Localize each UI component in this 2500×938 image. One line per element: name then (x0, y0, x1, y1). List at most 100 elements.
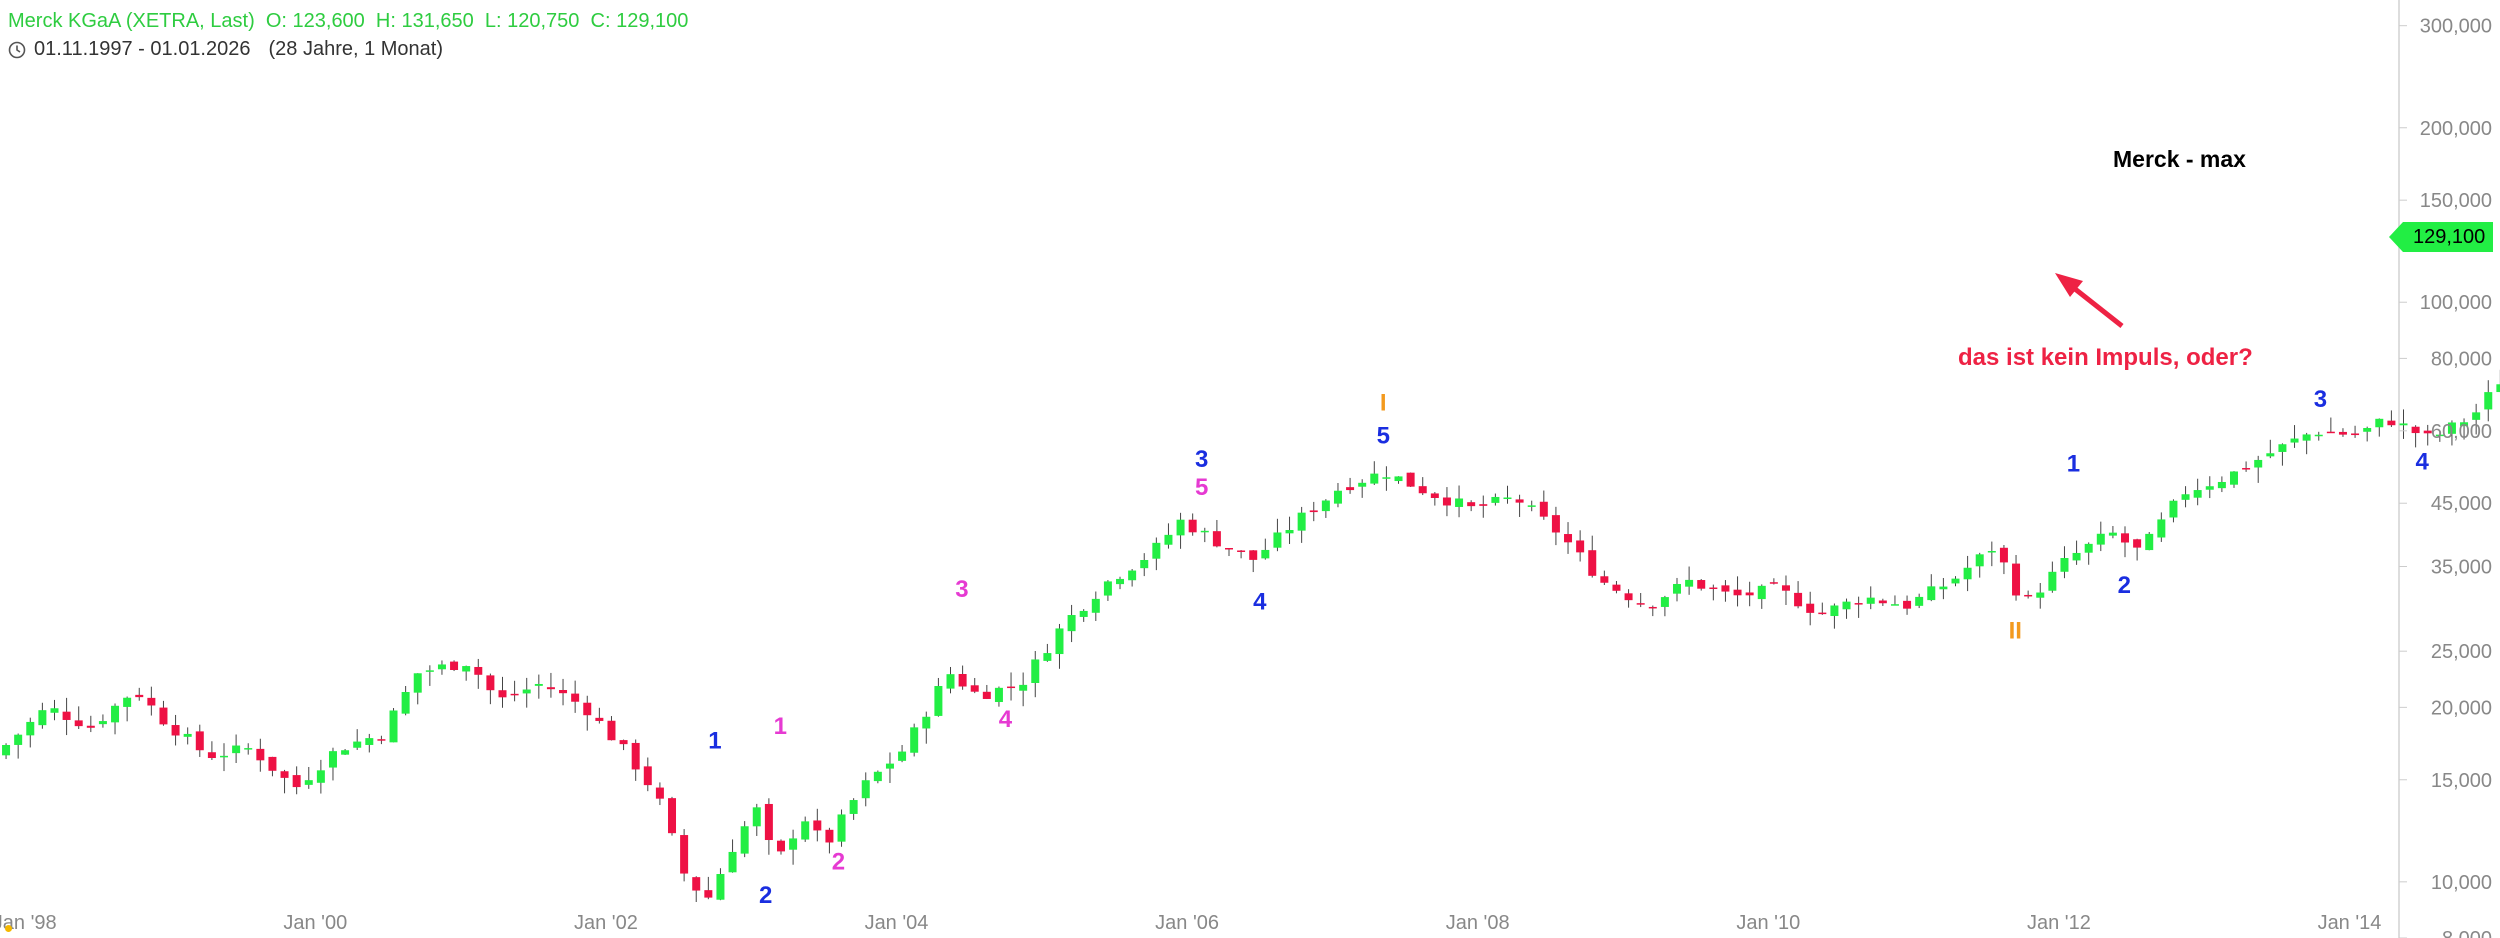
candle-body (1261, 549, 1270, 559)
y-tick-label: 300,000 (2420, 16, 2492, 38)
candle-body (1019, 684, 1028, 691)
chart-annotation-note: das ist kein Impuls, oder? (1958, 344, 2253, 371)
candle-body (2072, 552, 2081, 561)
candle-body (2121, 533, 2130, 543)
candle-body (2084, 543, 2093, 553)
candle-body (365, 738, 374, 745)
candle-body (328, 751, 337, 768)
candle-body (583, 702, 592, 716)
candle-body (1781, 585, 1790, 591)
candle-body (159, 707, 168, 725)
candle-body (1442, 497, 1451, 506)
date-range: 01.11.1997 - 01.01.2026 (34, 38, 251, 60)
date-span: (28 Jahre, 1 Monat) (268, 38, 444, 60)
candle-body (1382, 477, 1391, 479)
candle-body (1721, 585, 1730, 592)
candle-body (2229, 471, 2238, 485)
chart-annotation-title: Merck - max (2113, 146, 2246, 172)
wave-label: 1 (2067, 451, 2080, 478)
candle-body (1794, 592, 1803, 607)
candle-body (801, 821, 810, 840)
candle-body (2048, 571, 2057, 591)
candle-body (2423, 430, 2432, 434)
candle-body (619, 740, 628, 745)
candle-body (2351, 433, 2360, 436)
candle-body (898, 751, 907, 761)
candle-body (1673, 583, 1682, 594)
candle-body (462, 666, 471, 672)
candle-body (474, 666, 483, 675)
candle-body (631, 742, 640, 770)
candle-body (1273, 532, 1282, 548)
candle-body (764, 803, 773, 841)
candle-body (341, 750, 350, 755)
candle-body (1103, 581, 1112, 596)
candle-body (256, 748, 265, 761)
candle-body (1128, 570, 1137, 581)
candle-body (498, 690, 507, 698)
candle-body (1297, 512, 1306, 531)
candle-body (2387, 420, 2396, 426)
candle-body (1636, 603, 1645, 605)
candle-body (2435, 434, 2444, 437)
candle-body (268, 756, 277, 771)
candle-body (873, 771, 882, 782)
last-price-tag: 129,100 (2388, 222, 2494, 252)
candle-body (2060, 558, 2069, 572)
candle-body (1152, 542, 1161, 559)
wave-label: 1 (708, 727, 721, 754)
candle-body (316, 770, 325, 783)
candle-body (86, 725, 95, 728)
candle-body (486, 675, 495, 691)
candle-body (1455, 498, 1464, 507)
candle-body (2193, 490, 2202, 498)
candle-body (1164, 534, 1173, 545)
candle-body (123, 697, 132, 707)
y-tick-label: 200,000 (2420, 118, 2492, 140)
y-tick-label: 20,000 (2431, 697, 2492, 719)
candle-body (1697, 580, 1706, 589)
candle-body (643, 766, 652, 786)
candle-body (970, 685, 979, 692)
candle-body (389, 710, 398, 743)
candle-body (1346, 487, 1355, 491)
candles-layer (2, 369, 2500, 903)
candle-body (62, 711, 71, 720)
candle-body (994, 687, 1003, 703)
candle-body (922, 716, 931, 729)
candle-body (510, 693, 519, 696)
status-dot-icon (5, 925, 12, 932)
candle-body (2012, 563, 2021, 596)
candle-body (2205, 486, 2214, 490)
candle-body (1963, 567, 1972, 580)
candle-body (2472, 412, 2481, 420)
candle-body (1878, 600, 1887, 604)
candle-body (1612, 584, 1621, 591)
x-axis: Jan '98 Jan '00 Jan '02 Jan '04 Jan '06 Jan '… (0, 912, 2381, 934)
candle-body (1188, 519, 1197, 533)
wave-label: 5 (1377, 423, 1390, 450)
candle-body (1648, 606, 1657, 609)
wave-label: 3 (1195, 446, 1208, 473)
candle-body (2447, 422, 2456, 434)
candle-body (2096, 533, 2105, 545)
candle-body (1321, 500, 1330, 512)
candle-body (1975, 554, 1984, 567)
candle-body (1200, 530, 1209, 533)
x-tick-label: Jan '12 (2027, 912, 2091, 934)
candle-body (1576, 540, 1585, 553)
candle-body (1091, 598, 1100, 613)
candle-body (171, 725, 180, 736)
candle-body (1951, 578, 1960, 584)
x-tick-label: Jan '08 (1446, 912, 1510, 934)
candle-body (1140, 559, 1149, 569)
candle-body (1224, 547, 1233, 550)
candle-body (522, 689, 531, 694)
x-tick-label: Jan '04 (865, 912, 929, 934)
candle-body (2133, 539, 2142, 548)
candle-body (111, 705, 120, 723)
candle-body (958, 674, 967, 687)
candle-body (2181, 494, 2190, 500)
